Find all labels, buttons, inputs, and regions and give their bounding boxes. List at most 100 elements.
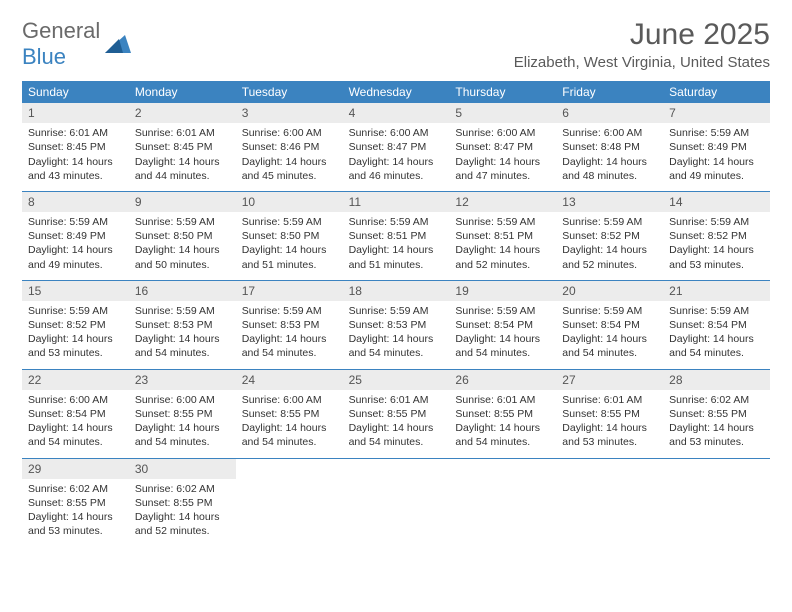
day-number: 27 (556, 370, 663, 390)
day-details: Sunrise: 5:59 AMSunset: 8:54 PMDaylight:… (663, 304, 770, 361)
day-number: 14 (663, 192, 770, 212)
day-details: Sunrise: 5:59 AMSunset: 8:51 PMDaylight:… (343, 215, 450, 272)
day-details: Sunrise: 6:00 AMSunset: 8:55 PMDaylight:… (129, 393, 236, 450)
day-cell: . (556, 459, 663, 547)
day-cell: . (236, 459, 343, 547)
day-cell: 23 Sunrise: 6:00 AMSunset: 8:55 PMDayligh… (129, 370, 236, 458)
day-cell: 3 Sunrise: 6:00 AMSunset: 8:46 PMDaylight… (236, 103, 343, 191)
day-cell: . (663, 459, 770, 547)
day-number: 7 (663, 103, 770, 123)
day-cell: 5 Sunrise: 6:00 AMSunset: 8:47 PMDaylight… (449, 103, 556, 191)
day-details: Sunrise: 6:02 AMSunset: 8:55 PMDaylight:… (129, 482, 236, 539)
day-cell: 6 Sunrise: 6:00 AMSunset: 8:48 PMDaylight… (556, 103, 663, 191)
day-cell: 22 Sunrise: 6:00 AMSunset: 8:54 PMDayligh… (22, 370, 129, 458)
day-number: 19 (449, 281, 556, 301)
day-details: Sunrise: 6:01 AMSunset: 8:55 PMDaylight:… (343, 393, 450, 450)
location-subtitle: Elizabeth, West Virginia, United States (514, 54, 770, 71)
day-details: Sunrise: 6:00 AMSunset: 8:47 PMDaylight:… (343, 126, 450, 183)
weekday-header: Tuesday (236, 81, 343, 103)
calendar: SundayMondayTuesdayWednesdayThursdayFrid… (22, 81, 770, 546)
day-cell: 26 Sunrise: 6:01 AMSunset: 8:55 PMDayligh… (449, 370, 556, 458)
logo: General Blue (22, 18, 131, 70)
month-title: June 2025 (514, 18, 770, 52)
day-details: Sunrise: 5:59 AMSunset: 8:54 PMDaylight:… (556, 304, 663, 361)
day-details: Sunrise: 6:01 AMSunset: 8:45 PMDaylight:… (22, 126, 129, 183)
day-cell: 21 Sunrise: 5:59 AMSunset: 8:54 PMDayligh… (663, 281, 770, 369)
day-number: 29 (22, 459, 129, 479)
day-cell: 27 Sunrise: 6:01 AMSunset: 8:55 PMDayligh… (556, 370, 663, 458)
day-cell: 20 Sunrise: 5:59 AMSunset: 8:54 PMDayligh… (556, 281, 663, 369)
day-details: Sunrise: 6:02 AMSunset: 8:55 PMDaylight:… (22, 482, 129, 539)
day-cell: 4 Sunrise: 6:00 AMSunset: 8:47 PMDaylight… (343, 103, 450, 191)
weekday-header: Monday (129, 81, 236, 103)
week-row: 8 Sunrise: 5:59 AMSunset: 8:49 PMDaylight… (22, 191, 770, 280)
day-number: 25 (343, 370, 450, 390)
day-cell: 29 Sunrise: 6:02 AMSunset: 8:55 PMDayligh… (22, 459, 129, 547)
page-header: General Blue June 2025 Elizabeth, West V… (22, 18, 770, 71)
day-number: 10 (236, 192, 343, 212)
weekday-header: Saturday (663, 81, 770, 103)
day-details: Sunrise: 5:59 AMSunset: 8:53 PMDaylight:… (343, 304, 450, 361)
day-details: Sunrise: 5:59 AMSunset: 8:52 PMDaylight:… (663, 215, 770, 272)
day-cell: 18 Sunrise: 5:59 AMSunset: 8:53 PMDayligh… (343, 281, 450, 369)
day-number: 20 (556, 281, 663, 301)
day-details: Sunrise: 6:00 AMSunset: 8:47 PMDaylight:… (449, 126, 556, 183)
day-details: Sunrise: 6:02 AMSunset: 8:55 PMDaylight:… (663, 393, 770, 450)
day-number: 22 (22, 370, 129, 390)
day-number: 4 (343, 103, 450, 123)
day-details: Sunrise: 6:01 AMSunset: 8:55 PMDaylight:… (556, 393, 663, 450)
day-cell: 16Sunrise: 5:59 AMSunset: 8:53 PMDayligh… (129, 281, 236, 369)
day-number: 5 (449, 103, 556, 123)
day-details: Sunrise: 5:59 AMSunset: 8:52 PMDaylight:… (556, 215, 663, 272)
day-details: Sunrise: 6:00 AMSunset: 8:54 PMDaylight:… (22, 393, 129, 450)
logo-part-1: General (22, 18, 100, 43)
day-details: Sunrise: 5:59 AMSunset: 8:53 PMDaylight:… (236, 304, 343, 361)
day-details: Sunrise: 6:00 AMSunset: 8:48 PMDaylight:… (556, 126, 663, 183)
day-cell: 28Sunrise: 6:02 AMSunset: 8:55 PMDayligh… (663, 370, 770, 458)
day-details: Sunrise: 6:01 AMSunset: 8:55 PMDaylight:… (449, 393, 556, 450)
weekday-header: Sunday (22, 81, 129, 103)
day-number: 24 (236, 370, 343, 390)
day-details: Sunrise: 5:59 AMSunset: 8:49 PMDaylight:… (663, 126, 770, 183)
logo-part-2: Blue (22, 44, 66, 69)
title-block: June 2025 Elizabeth, West Virginia, Unit… (514, 18, 770, 71)
week-row: 1Sunrise: 6:01 AMSunset: 8:45 PMDaylight… (22, 103, 770, 191)
day-cell: 24Sunrise: 6:00 AMSunset: 8:55 PMDayligh… (236, 370, 343, 458)
day-cell: 30 Sunrise: 6:02 AMSunset: 8:55 PMDayligh… (129, 459, 236, 547)
day-number: 18 (343, 281, 450, 301)
weekday-header-row: SundayMondayTuesdayWednesdayThursdayFrid… (22, 81, 770, 103)
day-number: 6 (556, 103, 663, 123)
day-number: 30 (129, 459, 236, 479)
day-details: Sunrise: 5:59 AMSunset: 8:52 PMDaylight:… (22, 304, 129, 361)
logo-triangle-icon (105, 31, 131, 58)
day-number: 3 (236, 103, 343, 123)
day-cell: 15Sunrise: 5:59 AMSunset: 8:52 PMDayligh… (22, 281, 129, 369)
day-number: 17 (236, 281, 343, 301)
weeks-container: 1Sunrise: 6:01 AMSunset: 8:45 PMDaylight… (22, 103, 770, 546)
logo-text-general: General Blue (22, 18, 100, 70)
day-number: 13 (556, 192, 663, 212)
day-number: 23 (129, 370, 236, 390)
day-number: 11 (343, 192, 450, 212)
day-cell: . (343, 459, 450, 547)
day-cell: . (449, 459, 556, 547)
day-details: Sunrise: 5:59 AMSunset: 8:50 PMDaylight:… (236, 215, 343, 272)
day-cell: 12Sunrise: 5:59 AMSunset: 8:51 PMDayligh… (449, 192, 556, 280)
day-cell: 17 Sunrise: 5:59 AMSunset: 8:53 PMDayligh… (236, 281, 343, 369)
week-row: 22 Sunrise: 6:00 AMSunset: 8:54 PMDayligh… (22, 369, 770, 458)
day-number: 8 (22, 192, 129, 212)
day-number: 21 (663, 281, 770, 301)
day-cell: 25 Sunrise: 6:01 AMSunset: 8:55 PMDayligh… (343, 370, 450, 458)
day-details: Sunrise: 6:00 AMSunset: 8:46 PMDaylight:… (236, 126, 343, 183)
day-details: Sunrise: 5:59 AMSunset: 8:49 PMDaylight:… (22, 215, 129, 272)
day-cell: 7 Sunrise: 5:59 AMSunset: 8:49 PMDaylight… (663, 103, 770, 191)
day-cell: 14 Sunrise: 5:59 AMSunset: 8:52 PMDayligh… (663, 192, 770, 280)
weekday-header: Thursday (449, 81, 556, 103)
day-details: Sunrise: 5:59 AMSunset: 8:50 PMDaylight:… (129, 215, 236, 272)
day-number: 26 (449, 370, 556, 390)
day-number: 12 (449, 192, 556, 212)
day-number: 16 (129, 281, 236, 301)
day-details: Sunrise: 6:01 AMSunset: 8:45 PMDaylight:… (129, 126, 236, 183)
day-number: 1 (22, 103, 129, 123)
day-details: Sunrise: 5:59 AMSunset: 8:54 PMDaylight:… (449, 304, 556, 361)
